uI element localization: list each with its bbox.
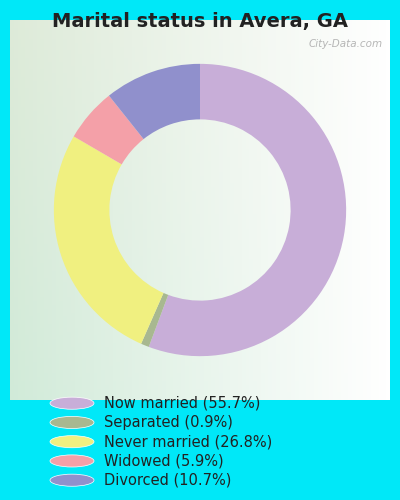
Wedge shape: [74, 96, 144, 164]
Wedge shape: [141, 293, 168, 347]
Circle shape: [50, 416, 94, 428]
Circle shape: [50, 397, 94, 409]
Text: City-Data.com: City-Data.com: [308, 39, 382, 49]
Circle shape: [50, 455, 94, 467]
Circle shape: [50, 436, 94, 448]
Text: Divorced (10.7%): Divorced (10.7%): [104, 472, 231, 488]
Text: Widowed (5.9%): Widowed (5.9%): [104, 454, 224, 468]
Text: Separated (0.9%): Separated (0.9%): [104, 415, 233, 430]
Wedge shape: [109, 64, 200, 139]
Wedge shape: [149, 64, 346, 356]
Text: Never married (26.8%): Never married (26.8%): [104, 434, 272, 449]
Text: Now married (55.7%): Now married (55.7%): [104, 396, 260, 410]
Wedge shape: [54, 136, 164, 344]
Circle shape: [50, 474, 94, 486]
Text: Marital status in Avera, GA: Marital status in Avera, GA: [52, 12, 348, 32]
